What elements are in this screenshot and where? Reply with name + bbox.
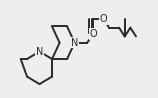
Text: N: N: [71, 38, 78, 48]
Text: N: N: [36, 47, 43, 57]
Text: O: O: [90, 29, 97, 39]
Text: O: O: [100, 14, 107, 24]
